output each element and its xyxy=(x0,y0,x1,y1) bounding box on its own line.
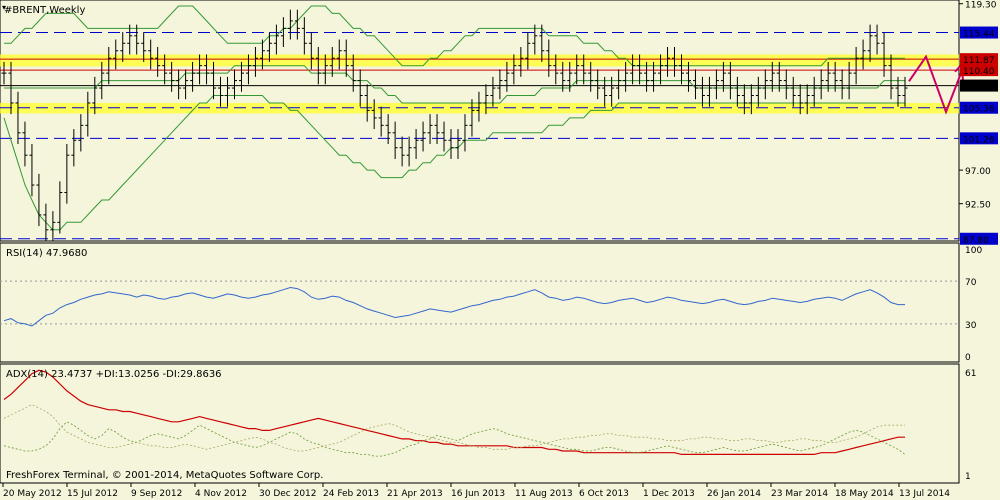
bollinger_middle-line xyxy=(4,65,905,104)
price-tag-label: 87.80 xyxy=(963,236,989,246)
adx-line xyxy=(3,404,905,452)
adx-tick-label: 61 xyxy=(965,369,976,379)
x-tick-label: 30 Dec 2012 xyxy=(259,489,317,499)
rsi-panel-title: RSI(14) 47.9680 xyxy=(6,248,87,259)
price-tag-label: 101.26 xyxy=(963,135,995,145)
x-tick-label: 21 Apr 2013 xyxy=(387,489,443,499)
x-tick-label: 26 Jan 2014 xyxy=(707,489,761,499)
rsi-tick-label: 30 xyxy=(965,321,977,331)
price-tag-label: 108.33 xyxy=(963,83,995,93)
adx-panel-frame xyxy=(0,363,960,484)
copyright-text: FreshForex Terminal, © 2001-2014, MetaQu… xyxy=(6,470,323,481)
rsi-tick-label: 100 xyxy=(965,246,982,256)
rsi-line xyxy=(3,286,905,327)
bollinger_upper-line xyxy=(4,5,905,67)
x-tick-label: 4 Nov 2012 xyxy=(195,489,247,499)
price-panel-frame xyxy=(0,0,960,242)
highlight-band-upper xyxy=(0,54,959,67)
x-tick-label: 23 Mar 2014 xyxy=(771,489,828,499)
price-tag xyxy=(960,79,998,92)
rsi-tick-label: 70 xyxy=(965,278,977,288)
x-tick-label: 9 Sep 2012 xyxy=(131,489,182,499)
adx-panel-title: ADX(14) 23.4737 +DI:13.0256 -DI:29.8636 xyxy=(6,369,222,380)
price-tag xyxy=(960,132,998,145)
adx-panel: 61 1 ADX(14) 23.4737 +DI:13.0256 -DI:29.8… xyxy=(0,363,976,484)
x-tick-label: 15 Jul 2012 xyxy=(67,489,118,499)
price-panel: 119.30 92.50 97.00 101.26 105.36 108.33 110.40… xyxy=(0,0,998,246)
bollinger_lower-line xyxy=(3,95,905,231)
x-tick-label: 24 Feb 2013 xyxy=(323,489,379,499)
x-tick-label: 20 May 2012 xyxy=(3,489,62,499)
adx-line xyxy=(3,369,905,455)
price-tag xyxy=(960,26,998,39)
price-panel-title: #BRENT,Weekly xyxy=(4,5,85,16)
x-tick-label: 1 Dec 2013 xyxy=(643,489,695,499)
forecast-path xyxy=(908,54,962,115)
price-tick-label: 119.30 xyxy=(965,1,997,11)
x-tick-label: 18 May 2014 xyxy=(835,489,894,499)
price-tag xyxy=(960,53,998,66)
price-tag-label: 115.44 xyxy=(963,30,995,40)
price-tag-label: 105.36 xyxy=(963,105,995,115)
x-tick-label: 13 Jul 2014 xyxy=(899,489,950,499)
rsi-tick-label: 0 xyxy=(965,353,971,363)
price-tag xyxy=(960,64,998,77)
adx-line xyxy=(3,421,906,457)
adx-tick-label: 1 xyxy=(965,472,971,482)
price-tag-label: 110.40 xyxy=(963,67,995,77)
collapse-arrow-icon[interactable]: ▾ xyxy=(2,3,6,12)
x-tick-label: 6 Oct 2013 xyxy=(579,489,629,499)
rsi-panel-frame xyxy=(0,242,960,363)
price-tick-label: 97.00 xyxy=(965,167,991,177)
x-tick-label: 11 Aug 2013 xyxy=(515,489,573,499)
price-tick-label: 92.50 xyxy=(965,201,991,211)
rsi-panel: 100 70 30 0 RSI(14) 47.9680 xyxy=(0,242,982,363)
x-tick-label: 16 Jun 2013 xyxy=(451,489,505,499)
price-tag-label: 111.87 xyxy=(963,56,995,66)
price-tag xyxy=(960,232,998,245)
price-tag xyxy=(960,101,998,114)
